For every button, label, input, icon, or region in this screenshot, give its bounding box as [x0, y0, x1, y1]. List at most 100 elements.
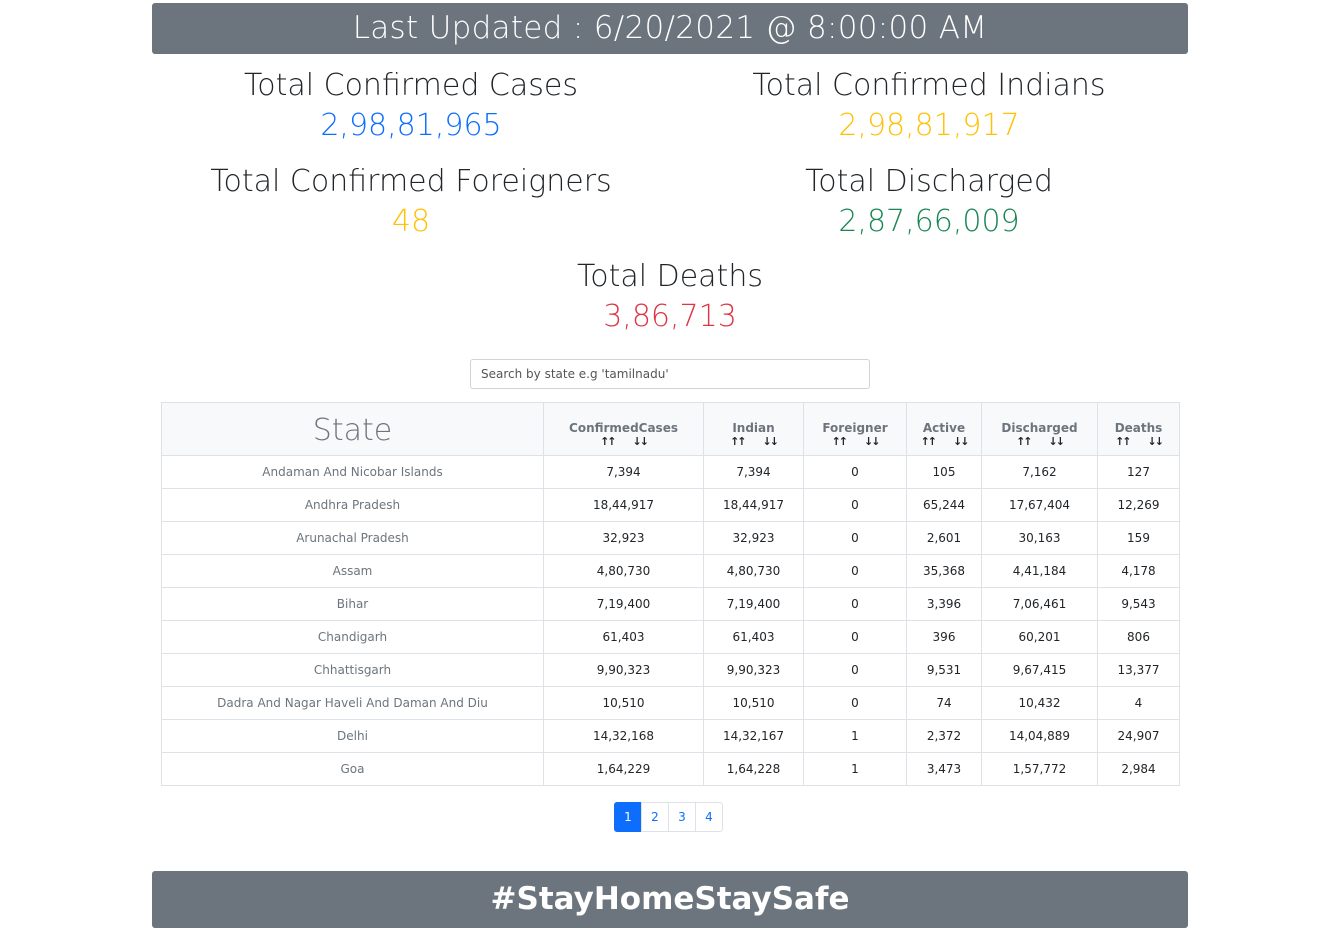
cell-deaths: 9,543 [1097, 587, 1180, 621]
cell-confirmed: 4,80,730 [543, 554, 704, 588]
header-deaths-label: Deaths [1114, 420, 1163, 435]
confirmed-indians-label: Total Confirmed Indians [752, 68, 1106, 103]
cell-indian: 9,90,323 [703, 653, 804, 687]
cell-discharged: 17,67,404 [981, 488, 1098, 522]
sort-asc-icon[interactable]: ↑↑ [1016, 434, 1033, 448]
header-indian: Indian ↑↑ ↓↓ [703, 402, 804, 456]
confirmed-cases-stat: Total Confirmed Cases 2,98,81,965 [161, 68, 661, 144]
cell-indian: 18,44,917 [703, 488, 804, 522]
cell-active: 2,601 [906, 521, 982, 555]
header-confirmed-cases: ConfirmedCases ↑↑ ↓↓ [543, 402, 704, 456]
sort-desc-icon[interactable]: ↓↓ [953, 434, 970, 448]
sort-desc-icon[interactable]: ↓↓ [1048, 434, 1066, 448]
cell-foreigner: 1 [803, 719, 907, 753]
cell-discharged: 4,41,184 [981, 554, 1098, 588]
cell-deaths: 4,178 [1097, 554, 1180, 588]
cell-state: Andhra Pradesh [161, 488, 544, 522]
cell-deaths: 4 [1097, 686, 1180, 720]
header-discharged-label: Discharged [1001, 420, 1078, 435]
cell-confirmed: 7,19,400 [543, 587, 704, 621]
cell-confirmed: 9,90,323 [543, 653, 704, 687]
cell-discharged: 14,04,889 [981, 719, 1098, 753]
cell-deaths: 806 [1097, 620, 1180, 654]
header-confirmed-cases-label: ConfirmedCases [569, 420, 678, 435]
cell-confirmed: 18,44,917 [543, 488, 704, 522]
header-foreigner: Foreigner ↑↑ ↓↓ [803, 402, 907, 456]
cell-state: Andaman And Nicobar Islands [161, 455, 544, 489]
table-row: Assam 4,80,730 4,80,730 0 35,368 4,41,184 4,17… [161, 554, 1180, 588]
cell-confirmed: 61,403 [543, 620, 704, 654]
page-1-button[interactable]: 1 [614, 802, 642, 832]
header-state: State [161, 402, 544, 456]
table-row: Chhattisgarh 9,90,323 9,90,323 0 9,531 9,67,4… [161, 653, 1180, 687]
header-active-label: Active [922, 420, 966, 435]
sort-asc-icon[interactable]: ↑↑ [600, 434, 617, 448]
cell-deaths: 159 [1097, 521, 1180, 555]
cell-state: Goa [161, 752, 544, 786]
cell-deaths: 2,984 [1097, 752, 1180, 786]
cell-indian: 61,403 [703, 620, 804, 654]
cell-foreigner: 0 [803, 587, 907, 621]
sort-desc-icon[interactable]: ↓↓ [762, 434, 780, 448]
page-2-button[interactable]: 2 [641, 802, 669, 832]
header-foreigner-label: Foreigner [822, 420, 888, 435]
states-table: State ConfirmedCases ↑↑ ↓↓ Indian ↑↑ ↓↓ Fo… [161, 402, 1180, 786]
cell-confirmed: 10,510 [543, 686, 704, 720]
cell-discharged: 1,57,772 [981, 752, 1098, 786]
confirmed-foreigners-value: 48 [391, 204, 431, 239]
confirmed-cases-value: 2,98,81,965 [320, 108, 502, 143]
table-row: Delhi 14,32,168 14,32,167 1 2,372 14,04,889 24… [161, 719, 1180, 753]
cell-active: 74 [906, 686, 982, 720]
stay-home-banner: #StayHomeStaySafe [152, 871, 1188, 928]
cell-indian: 7,19,400 [703, 587, 804, 621]
header-active: Active ↑↑ ↓↓ [906, 402, 982, 456]
cell-deaths: 13,377 [1097, 653, 1180, 687]
cell-state: Chandigarh [161, 620, 544, 654]
sort-desc-icon[interactable]: ↓↓ [632, 434, 650, 448]
cell-discharged: 9,67,415 [981, 653, 1098, 687]
table-row: Goa 1,64,229 1,64,228 1 3,473 1,57,772 2,984 [161, 752, 1180, 786]
header-indian-label: Indian [732, 420, 775, 435]
cell-active: 9,531 [906, 653, 982, 687]
cell-indian: 7,394 [703, 455, 804, 489]
page-4-button[interactable]: 4 [695, 802, 723, 832]
sort-asc-icon[interactable]: ↑↑ [831, 434, 849, 448]
discharged-value: 2,87,66,009 [838, 204, 1020, 239]
cell-state: Arunachal Pradesh [161, 521, 544, 555]
deaths-stat: Total Deaths 3,86,713 [420, 259, 920, 335]
deaths-value: 3,86,713 [603, 299, 737, 334]
cell-confirmed: 1,64,229 [543, 752, 704, 786]
discharged-stat: Total Discharged 2,87,66,009 [679, 164, 1179, 240]
confirmed-foreigners-label: Total Confirmed Foreigners [210, 164, 612, 199]
cell-state: Dadra And Nagar Haveli And Daman And Diu [161, 686, 544, 720]
sort-asc-icon[interactable]: ↑↑ [920, 434, 938, 448]
cell-deaths: 12,269 [1097, 488, 1180, 522]
cell-foreigner: 0 [803, 488, 907, 522]
sort-desc-icon[interactable]: ↓↓ [864, 434, 881, 448]
table-row: Andaman And Nicobar Islands 7,394 7,394 0 10… [161, 455, 1180, 489]
cell-active: 3,473 [906, 752, 982, 786]
cell-foreigner: 0 [803, 455, 907, 489]
cell-indian: 32,923 [703, 521, 804, 555]
cell-discharged: 7,162 [981, 455, 1098, 489]
cell-deaths: 24,907 [1097, 719, 1180, 753]
table-row: Chandigarh 61,403 61,403 0 396 60,201 806 [161, 620, 1180, 654]
cell-state: Delhi [161, 719, 544, 753]
cell-state: Chhattisgarh [161, 653, 544, 687]
cell-confirmed: 32,923 [543, 521, 704, 555]
confirmed-indians-stat: Total Confirmed Indians 2,98,81,917 [679, 68, 1179, 144]
cell-state: Assam [161, 554, 544, 588]
cell-state: Bihar [161, 587, 544, 621]
cell-discharged: 10,432 [981, 686, 1098, 720]
page-3-button[interactable]: 3 [668, 802, 696, 832]
table-row: Arunachal Pradesh 32,923 32,923 0 2,601 30,16… [161, 521, 1180, 555]
cell-confirmed: 14,32,168 [543, 719, 704, 753]
cell-foreigner: 0 [803, 554, 907, 588]
sort-asc-icon[interactable]: ↑↑ [1115, 434, 1132, 448]
state-search-input[interactable] [470, 359, 870, 389]
confirmed-foreigners-stat: Total Confirmed Foreigners 48 [161, 164, 661, 240]
cell-discharged: 60,201 [981, 620, 1098, 654]
sort-asc-icon[interactable]: ↑↑ [730, 434, 747, 448]
sort-desc-icon[interactable]: ↓↓ [1147, 434, 1165, 448]
header-deaths: Deaths ↑↑ ↓↓ [1097, 402, 1180, 456]
